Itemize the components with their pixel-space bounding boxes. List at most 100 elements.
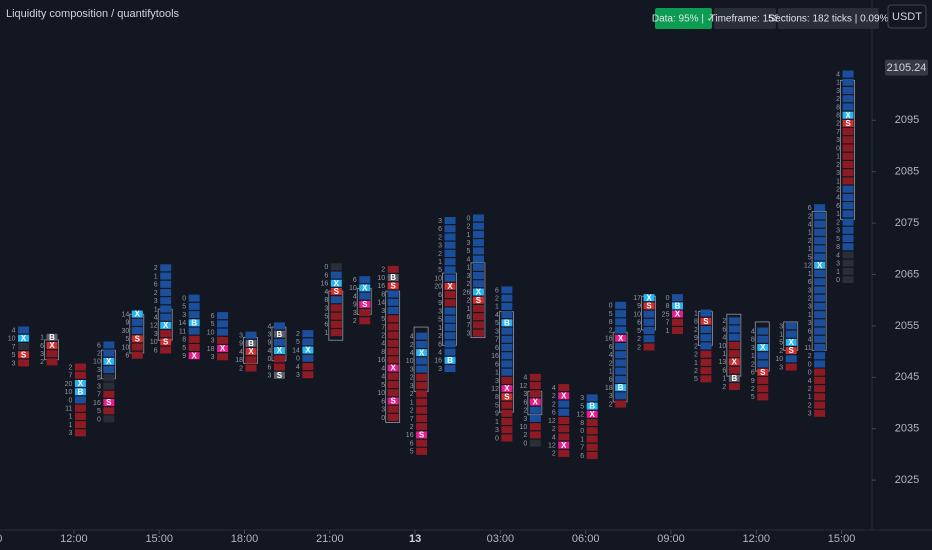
cell-count: 3 [779, 364, 783, 371]
cell-count: 30 [121, 328, 129, 335]
cell [586, 451, 598, 459]
cell-marker: S [277, 371, 283, 380]
cell-count: 4 [722, 335, 726, 342]
cell [842, 119, 854, 127]
cell-count: 5 [438, 267, 442, 274]
cell [643, 335, 655, 343]
cell [359, 309, 371, 317]
cell-count: 6 [40, 343, 44, 350]
cell [700, 334, 712, 342]
cell-count: 1 [154, 306, 158, 313]
cell [330, 287, 342, 295]
cell-count: 2 [154, 290, 158, 297]
cell-count: 3 [751, 345, 755, 352]
cell-count: 6 [324, 272, 328, 279]
cell [472, 247, 484, 255]
cell [103, 341, 115, 349]
cell-count: 3 [467, 330, 471, 337]
cell-count: 3 [40, 351, 44, 358]
x-tick-label: 12:00 [743, 533, 771, 545]
cell-count: 0 [97, 416, 101, 423]
cell [472, 296, 484, 304]
cell [728, 350, 740, 358]
cell [501, 426, 513, 434]
cell [387, 306, 399, 314]
cell-count: 25 [662, 311, 670, 318]
cell-count: 7 [69, 373, 73, 380]
cell [529, 398, 541, 406]
cell [444, 365, 456, 373]
cell-count: 16 [491, 353, 499, 360]
cell-count: 2 [438, 333, 442, 340]
cell [444, 307, 456, 315]
cell-count: 2 [523, 432, 527, 439]
cell-marker: S [789, 346, 795, 355]
cell-count: 14 [178, 320, 186, 327]
cell-count: 7 [836, 129, 840, 136]
cell [387, 356, 399, 364]
cell-count: 0 [523, 440, 527, 447]
cell [188, 294, 200, 302]
cell [188, 302, 200, 310]
cell-count: 0 [808, 370, 812, 377]
cell-count: 12 [150, 323, 158, 330]
y-tick-label: 2075 [895, 217, 919, 229]
cell-count: 4 [324, 289, 328, 296]
cell [245, 331, 257, 339]
cell-count: 2 [808, 213, 812, 220]
cell-marker: B [589, 402, 595, 411]
cell-count: 5 [410, 449, 414, 456]
cell-count: 2 [381, 333, 385, 340]
cell [188, 311, 200, 319]
cell [814, 212, 826, 220]
badge-bg [714, 8, 776, 29]
cell [842, 86, 854, 94]
cell-count: 7 [666, 320, 670, 327]
cell [472, 222, 484, 230]
cell [842, 226, 854, 234]
cell [700, 358, 712, 366]
cell [814, 385, 826, 393]
cell-marker: X [476, 288, 482, 297]
cell [842, 111, 854, 119]
cell [814, 220, 826, 228]
cell-marker: X [618, 334, 624, 343]
cell-count: 2 [552, 426, 556, 433]
cell [131, 351, 143, 359]
cell-count: 5 [495, 402, 499, 409]
cell [387, 290, 399, 298]
cell-count: 5 [694, 376, 698, 383]
cell [444, 348, 456, 356]
cell [416, 414, 428, 422]
cell [842, 78, 854, 86]
cell-count: 4 [552, 385, 556, 392]
cell-marker: X [49, 341, 55, 350]
cell-count: 5 [125, 336, 129, 343]
cell-count: 10 [349, 285, 357, 292]
cell-count: 9 [495, 411, 499, 418]
currency-label[interactable]: USDT [892, 11, 922, 23]
cell [387, 265, 399, 273]
cell-count: 3 [410, 383, 414, 390]
cell [728, 374, 740, 382]
cell-count: 2 [836, 121, 840, 128]
cell-marker: B [675, 301, 681, 310]
currency-button[interactable] [887, 4, 927, 29]
cell [700, 309, 712, 317]
cell [387, 315, 399, 323]
cell-count: 5 [609, 311, 613, 318]
cell [558, 384, 570, 392]
cell-marker: X [106, 357, 112, 366]
cell [814, 261, 826, 269]
cell-marker: X [504, 384, 510, 393]
cell-count: 4 [381, 341, 385, 348]
cell [103, 349, 115, 357]
cell-count: 12 [548, 443, 556, 450]
cell-count: 5 [296, 339, 300, 346]
cell-count: 2 [779, 348, 783, 355]
x-tick-label: 13 [409, 533, 421, 545]
badge: Timeframe: 15S [710, 14, 781, 25]
cell-count: 2 [836, 187, 840, 194]
cell-marker: X [590, 410, 596, 419]
